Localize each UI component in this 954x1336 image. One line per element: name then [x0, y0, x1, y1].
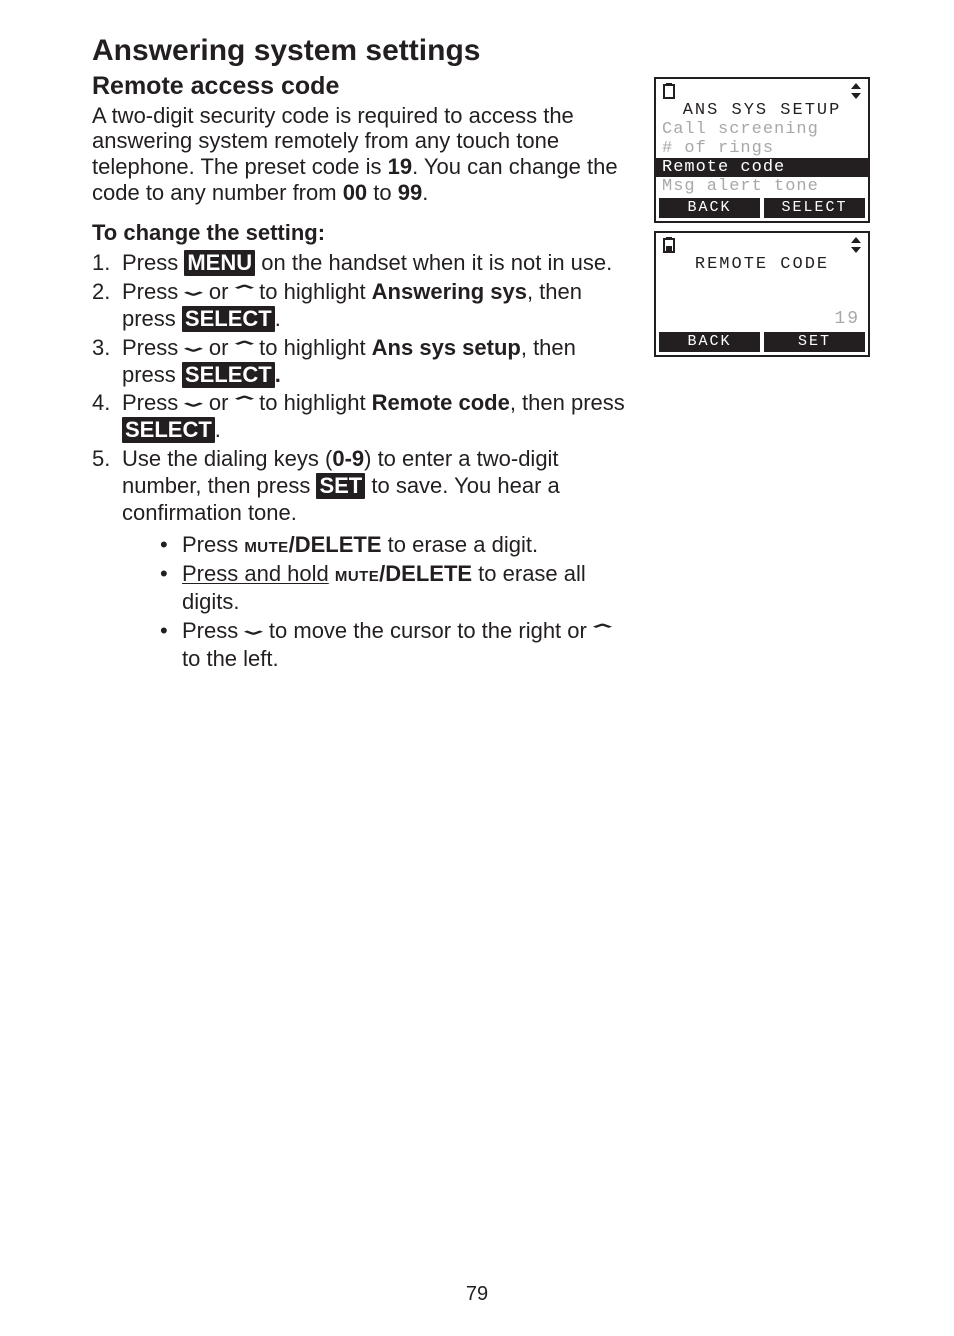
lcd2-value: 19 [656, 308, 868, 330]
step-2-text-a: Press [122, 279, 184, 304]
intro-preset: 19 [388, 154, 412, 179]
step-5-range: 0-9 [332, 446, 364, 471]
step-3-text-a: Press [122, 335, 184, 360]
down-arrow-icon: ⌄ [177, 394, 210, 411]
step-4-text-d: , then press [510, 390, 625, 415]
down-arrow-icon: ⌄ [177, 283, 210, 300]
lcd1-softkey-back: BACK [659, 198, 760, 218]
mute-key-sc: mute [244, 532, 288, 557]
intro-high: 99 [398, 180, 422, 205]
bullet-1-a: Press [182, 532, 244, 557]
down-arrow-icon: ⌄ [237, 621, 270, 639]
step-4-text-e: . [215, 417, 221, 442]
select-key: SELECT [182, 306, 275, 332]
page-title: Answering system settings [92, 34, 874, 69]
step-4-text-a: Press [122, 390, 184, 415]
up-arrow-icon: ⌃ [227, 283, 260, 300]
lcd1-softkeys: BACK SELECT [656, 196, 868, 221]
lcd2-title: REMOTE CODE [656, 255, 868, 274]
bullet-2: Press and hold mute/DELETE to erase all … [122, 560, 626, 615]
step-4-text-c: to highlight [253, 390, 372, 415]
delete-key: /DELETE [289, 532, 382, 557]
steps-list: Press MENU on the handset when it is not… [92, 250, 626, 672]
lcd-screen-ans-sys-setup: ANS SYS SETUP Call screening # of rings … [654, 77, 870, 223]
bullet-1-b: to erase a digit. [382, 532, 539, 557]
section-heading: Remote access code [92, 71, 626, 101]
subheading: To change the setting: [92, 220, 626, 246]
step-5: Use the dialing keys (0-9) to enter a tw… [92, 446, 626, 672]
up-down-arrows-icon [850, 237, 862, 253]
up-arrow-icon: ⌃ [227, 394, 260, 411]
menu-key: MENU [184, 250, 255, 276]
bullet-3-c: to the left. [182, 646, 279, 671]
battery-icon [662, 83, 676, 99]
step-2-text-e: . [275, 306, 281, 331]
step-5-bullets: Press mute/DELETE to erase a digit. Pres… [122, 531, 626, 673]
intro-text-4: . [422, 180, 428, 205]
lcd2-softkey-set: SET [764, 332, 865, 352]
up-arrow-icon: ⌃ [586, 621, 619, 639]
lcd-status-row [656, 83, 868, 101]
lcd2-softkey-back: BACK [659, 332, 760, 352]
page-number: 79 [0, 1283, 954, 1306]
lcd1-row-3-highlighted: Remote code [656, 158, 868, 177]
step-3-text-e: . [275, 362, 281, 387]
step-4: Press ⌄ or ⌃ to highlight Remote code, t… [92, 390, 626, 444]
step-3-text-c: to highlight [253, 335, 372, 360]
intro-text-3: to [367, 180, 398, 205]
select-key: SELECT [182, 362, 275, 388]
step-4-target: Remote code [372, 390, 510, 415]
bullet-3-b: to move the cursor to the right or [263, 618, 593, 643]
step-2: Press ⌄ or ⌃ to highlight Answering sys,… [92, 279, 626, 333]
step-2-target: Answering sys [372, 279, 527, 304]
delete-key: /DELETE [379, 561, 472, 586]
bullet-3: Press ⌄ to move the cursor to the right … [122, 617, 626, 672]
select-key: SELECT [122, 417, 215, 443]
lcd-status-row [656, 237, 868, 255]
lcd1-row-2: # of rings [656, 139, 868, 158]
bullet-2-a: Press and hold [182, 561, 329, 586]
lcd1-softkey-select: SELECT [764, 198, 865, 218]
down-arrow-icon: ⌄ [177, 338, 210, 355]
intro-low: 00 [343, 180, 367, 205]
battery-icon [662, 237, 676, 253]
set-key: SET [316, 473, 365, 499]
lcd1-row-4: Msg alert tone [656, 177, 868, 196]
mute-key-sc: mute [335, 561, 379, 586]
step-5-text-a: Use the dialing keys ( [122, 446, 332, 471]
step-2-text-c: to highlight [253, 279, 372, 304]
bullet-3-a: Press [182, 618, 244, 643]
lcd1-title: ANS SYS SETUP [656, 101, 868, 120]
lcd2-spacer [656, 274, 868, 308]
step-1-text-b: on the handset when it is not in use. [255, 250, 612, 275]
step-3: Press ⌄ or ⌃ to highlight Ans sys setup,… [92, 335, 626, 389]
up-down-arrows-icon [850, 83, 862, 99]
bullet-1: Press mute/DELETE to erase a digit. [122, 531, 626, 559]
intro-paragraph: A two-digit security code is required to… [92, 103, 626, 207]
step-1-text-a: Press [122, 250, 184, 275]
step-3-target: Ans sys setup [372, 335, 521, 360]
step-1: Press MENU on the handset when it is not… [92, 250, 626, 277]
lcd1-row-1: Call screening [656, 120, 868, 139]
up-arrow-icon: ⌃ [227, 338, 260, 355]
lcd-screen-remote-code: REMOTE CODE 19 BACK SET [654, 231, 870, 357]
lcd2-softkeys: BACK SET [656, 330, 868, 355]
